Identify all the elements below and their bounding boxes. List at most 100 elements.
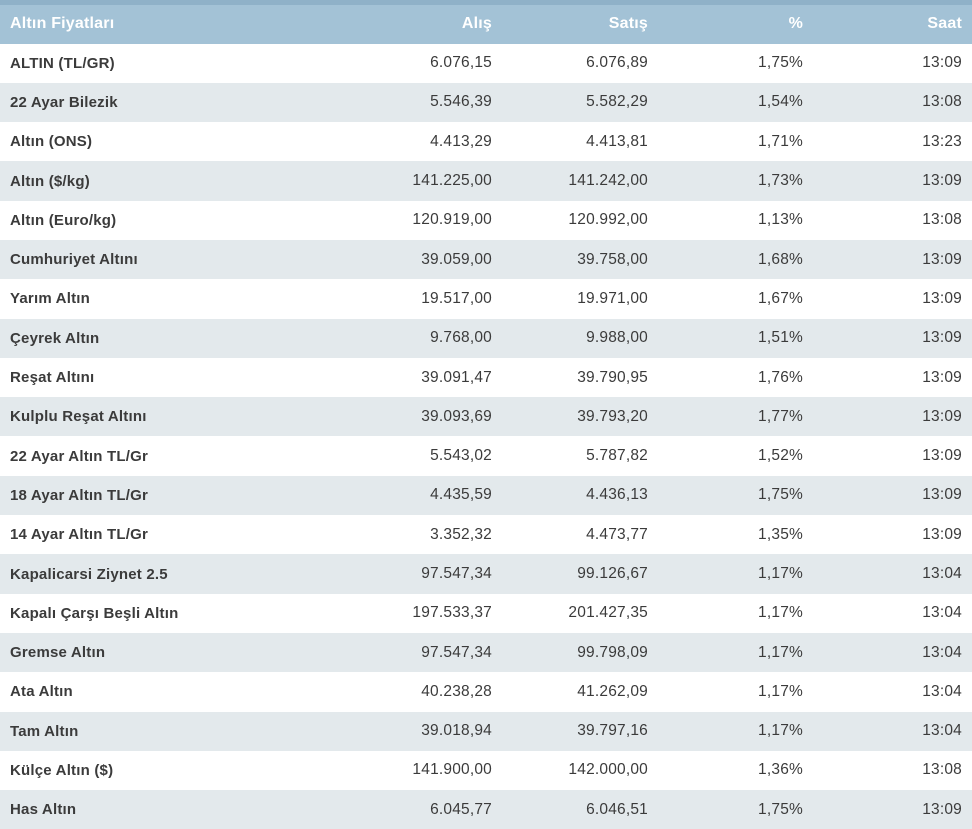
satis-value-cell: 39.758,00 [492, 240, 648, 279]
saat-value-cell: 13:09 [803, 515, 972, 554]
satis-value-cell: 142.000,00 [492, 751, 648, 790]
saat-value-cell: 13:04 [803, 633, 972, 672]
percent-value-cell: 1,68% [648, 240, 803, 279]
saat-value-cell: 13:08 [803, 201, 972, 240]
instrument-name-cell: 22 Ayar Altın TL/Gr [0, 436, 350, 475]
saat-value-cell: 13:09 [803, 240, 972, 279]
alis-value-cell: 6.045,77 [350, 790, 492, 829]
percent-value-cell: 1,17% [648, 712, 803, 751]
instrument-name-cell: Reşat Altını [0, 358, 350, 397]
header-percent: % [648, 3, 803, 44]
satis-value-cell: 5.787,82 [492, 436, 648, 475]
header-alis: Alış [350, 3, 492, 44]
alis-value-cell: 39.018,94 [350, 712, 492, 751]
saat-value-cell: 13:09 [803, 44, 972, 83]
saat-value-cell: 13:04 [803, 554, 972, 593]
satis-value-cell: 39.797,16 [492, 712, 648, 751]
alis-value-cell: 5.543,02 [350, 436, 492, 475]
alis-value-cell: 97.547,34 [350, 554, 492, 593]
alis-value-cell: 120.919,00 [350, 201, 492, 240]
satis-value-cell: 39.793,20 [492, 397, 648, 436]
alis-value-cell: 6.076,15 [350, 44, 492, 83]
percent-value-cell: 1,52% [648, 436, 803, 475]
table-header-row: Altın Fiyatları Alış Satış % Saat [0, 3, 972, 44]
percent-value-cell: 1,77% [648, 397, 803, 436]
instrument-name-cell: Altın (ONS) [0, 122, 350, 161]
satis-value-cell: 5.582,29 [492, 83, 648, 122]
satis-value-cell: 19.971,00 [492, 279, 648, 318]
instrument-name-cell: Çeyrek Altın [0, 319, 350, 358]
alis-value-cell: 19.517,00 [350, 279, 492, 318]
saat-value-cell: 13:04 [803, 594, 972, 633]
percent-value-cell: 1,73% [648, 161, 803, 200]
percent-value-cell: 1,67% [648, 279, 803, 318]
saat-value-cell: 13:09 [803, 319, 972, 358]
alis-value-cell: 141.900,00 [350, 751, 492, 790]
instrument-name-cell: 22 Ayar Bilezik [0, 83, 350, 122]
instrument-name-cell: 18 Ayar Altın TL/Gr [0, 476, 350, 515]
instrument-name-cell: Kapalicarsi Ziynet 2.5 [0, 554, 350, 593]
saat-value-cell: 13:09 [803, 358, 972, 397]
instrument-name-cell: Tam Altın [0, 712, 350, 751]
alis-value-cell: 39.091,47 [350, 358, 492, 397]
satis-value-cell: 41.262,09 [492, 672, 648, 711]
percent-value-cell: 1,51% [648, 319, 803, 358]
saat-value-cell: 13:04 [803, 672, 972, 711]
percent-value-cell: 1,71% [648, 122, 803, 161]
percent-value-cell: 1,35% [648, 515, 803, 554]
satis-value-cell: 6.046,51 [492, 790, 648, 829]
alis-value-cell: 39.093,69 [350, 397, 492, 436]
satis-value-cell: 99.126,67 [492, 554, 648, 593]
percent-value-cell: 1,75% [648, 790, 803, 829]
percent-value-cell: 1,36% [648, 751, 803, 790]
satis-value-cell: 4.436,13 [492, 476, 648, 515]
saat-value-cell: 13:08 [803, 751, 972, 790]
instrument-name-cell: Yarım Altın [0, 279, 350, 318]
saat-value-cell: 13:09 [803, 476, 972, 515]
saat-value-cell: 13:09 [803, 397, 972, 436]
percent-value-cell: 1,17% [648, 594, 803, 633]
alis-value-cell: 9.768,00 [350, 319, 492, 358]
alis-value-cell: 5.546,39 [350, 83, 492, 122]
instrument-name-cell: Altın ($/kg) [0, 161, 350, 200]
percent-value-cell: 1,54% [648, 83, 803, 122]
instrument-name-cell: Cumhuriyet Altını [0, 240, 350, 279]
instrument-name-cell: Gremse Altın [0, 633, 350, 672]
alis-value-cell: 197.533,37 [350, 594, 492, 633]
instrument-name-cell: Altın (Euro/kg) [0, 201, 350, 240]
percent-value-cell: 1,75% [648, 476, 803, 515]
instrument-name-cell: 14 Ayar Altın TL/Gr [0, 515, 350, 554]
instrument-name-cell: Külçe Altın ($) [0, 751, 350, 790]
percent-value-cell: 1,76% [648, 358, 803, 397]
satis-value-cell: 120.992,00 [492, 201, 648, 240]
alis-value-cell: 4.413,29 [350, 122, 492, 161]
saat-value-cell: 13:09 [803, 436, 972, 475]
saat-value-cell: 13:08 [803, 83, 972, 122]
satis-value-cell: 4.473,77 [492, 515, 648, 554]
alis-value-cell: 3.352,32 [350, 515, 492, 554]
satis-value-cell: 39.790,95 [492, 358, 648, 397]
percent-value-cell: 1,75% [648, 44, 803, 83]
saat-value-cell: 13:04 [803, 712, 972, 751]
saat-value-cell: 13:09 [803, 161, 972, 200]
alis-value-cell: 40.238,28 [350, 672, 492, 711]
satis-value-cell: 6.076,89 [492, 44, 648, 83]
